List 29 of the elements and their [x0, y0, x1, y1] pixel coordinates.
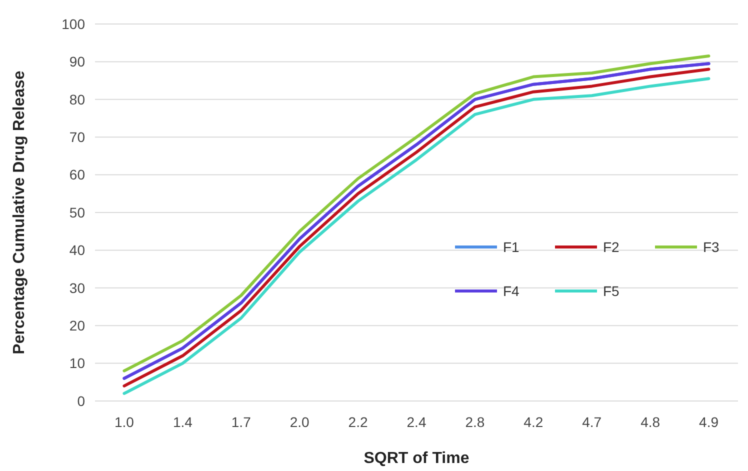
x-tick-label: 4.7 — [582, 414, 602, 430]
legend-label: F4 — [503, 282, 520, 299]
legend-label: F2 — [603, 238, 620, 255]
y-tick-label: 50 — [69, 204, 86, 220]
x-tick-label: 4.9 — [699, 414, 719, 430]
y-tick-label: 70 — [69, 129, 86, 145]
x-tick-label: 2.2 — [348, 414, 368, 430]
y-tick-label: 0 — [77, 392, 86, 409]
y-tick-label: 20 — [69, 318, 86, 334]
x-tick-label: 2.0 — [290, 414, 310, 430]
x-tick-label: 1.0 — [114, 414, 134, 430]
legend-label: F3 — [703, 238, 720, 255]
x-tick-label: 4.8 — [640, 414, 660, 430]
y-tick-label: 60 — [69, 166, 86, 183]
y-tick-label: 90 — [69, 54, 86, 70]
legend-label: F1 — [503, 238, 520, 255]
y-tick-label: 10 — [69, 355, 86, 372]
x-tick-label: 2.4 — [406, 414, 426, 430]
y-tick-label: 30 — [69, 280, 86, 296]
y-tick-label: 40 — [69, 242, 86, 258]
y-tick-label: 80 — [69, 91, 86, 108]
x-axis-title: SQRT of Time — [364, 450, 470, 467]
x-tick-label: 4.2 — [524, 414, 544, 430]
legend-label: F5 — [603, 282, 620, 299]
x-tick-label: 2.8 — [465, 414, 485, 430]
y-axis-title: Percentage Cumulative Drug Release — [11, 70, 28, 354]
y-tick-label: 100 — [62, 16, 86, 32]
x-tick-label: 1.7 — [231, 414, 252, 430]
x-tick-label: 1.4 — [172, 414, 193, 430]
